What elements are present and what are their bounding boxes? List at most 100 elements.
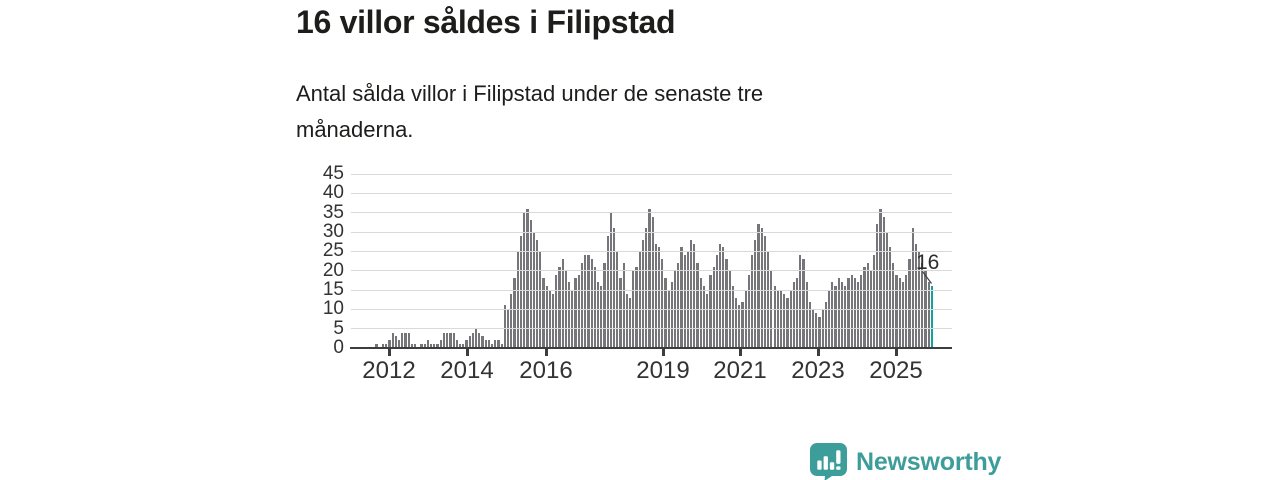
bar <box>478 332 481 348</box>
bar <box>523 212 526 348</box>
bar <box>873 255 876 348</box>
bar <box>638 251 641 348</box>
bar <box>397 340 401 348</box>
bar <box>808 301 811 348</box>
x-axis-tick <box>894 348 898 356</box>
bar <box>901 282 905 348</box>
bar <box>513 278 516 348</box>
x-axis-tick <box>738 348 742 356</box>
bar <box>712 266 715 348</box>
bar <box>844 286 847 348</box>
gridline-y-10 <box>351 308 952 310</box>
bar <box>596 282 600 348</box>
bar <box>911 228 914 348</box>
bar <box>526 208 529 348</box>
bar <box>468 336 471 348</box>
bar <box>661 259 664 348</box>
bar-current-period-highlighted <box>930 286 933 348</box>
gridline-y-30 <box>351 231 952 233</box>
bar <box>754 239 757 348</box>
bar <box>590 259 593 348</box>
bar <box>831 282 834 348</box>
bar <box>879 208 882 348</box>
y-axis-tick-label: 30 <box>322 221 344 242</box>
bar <box>558 266 561 348</box>
bar <box>828 290 831 348</box>
bar <box>552 293 555 348</box>
newsworthy-logo[interactable]: Newsworthy <box>810 443 1001 480</box>
bar <box>856 282 860 348</box>
bar <box>613 228 616 348</box>
y-axis-tick-label: 25 <box>322 240 344 262</box>
bar <box>645 228 648 348</box>
bar <box>795 278 799 348</box>
bar <box>677 262 680 348</box>
bar <box>763 235 767 348</box>
gridline-y-20 <box>351 270 952 272</box>
bar <box>462 344 465 348</box>
y-axis-tick-label: 35 <box>322 201 344 223</box>
bar <box>664 278 667 348</box>
bar <box>587 255 590 348</box>
bar <box>905 274 908 348</box>
bar <box>722 247 725 348</box>
bar <box>686 251 690 348</box>
bar <box>760 228 763 348</box>
bar <box>452 332 455 348</box>
bar <box>571 290 574 348</box>
bar <box>824 301 828 348</box>
bar <box>561 259 564 348</box>
newsworthy-chart-bubble-icon <box>810 443 847 480</box>
bar <box>847 278 850 348</box>
bar <box>657 247 661 348</box>
bar <box>458 344 462 348</box>
bar <box>895 274 898 348</box>
bar <box>568 282 571 348</box>
bar <box>850 274 853 348</box>
chart-subtitle: Antal sålda villor i Filipstad under de … <box>296 81 764 142</box>
bar <box>446 332 449 348</box>
bar <box>882 216 885 348</box>
bar <box>889 247 892 348</box>
bar <box>706 293 709 348</box>
x-axis-tick <box>661 348 665 356</box>
bar <box>455 340 458 348</box>
bar <box>471 332 474 348</box>
bar <box>574 278 577 348</box>
bar <box>474 328 478 348</box>
bar <box>465 340 468 348</box>
bar <box>834 286 837 348</box>
bar <box>696 262 699 348</box>
x-axis-tick-label: 2025 <box>869 357 923 384</box>
gridline-y-35 <box>351 212 952 214</box>
bar <box>866 262 869 348</box>
bar <box>381 344 385 348</box>
bar <box>927 282 930 348</box>
gridline-y-25 <box>351 250 952 252</box>
bar <box>860 274 863 348</box>
bar <box>622 262 625 348</box>
bar <box>667 290 670 348</box>
bar <box>773 286 776 348</box>
bar <box>731 286 734 348</box>
x-axis-tick <box>544 348 548 356</box>
bar <box>837 278 840 348</box>
bar <box>497 340 500 348</box>
bar <box>898 278 901 348</box>
bar <box>535 239 539 348</box>
bar <box>751 255 754 348</box>
bar <box>494 340 497 348</box>
bar <box>519 235 523 348</box>
bar <box>815 313 818 348</box>
bar <box>410 344 413 348</box>
bar <box>385 344 388 348</box>
bar <box>584 255 587 348</box>
bar <box>548 290 551 348</box>
bar <box>388 340 391 348</box>
x-axis-tick <box>816 348 820 356</box>
bar-chart-plot-area: 2025 2023 2021 2019 2016 2014 2012 45 40 35 30 25 20… <box>322 163 952 384</box>
bar <box>914 243 917 348</box>
bar <box>635 266 638 348</box>
